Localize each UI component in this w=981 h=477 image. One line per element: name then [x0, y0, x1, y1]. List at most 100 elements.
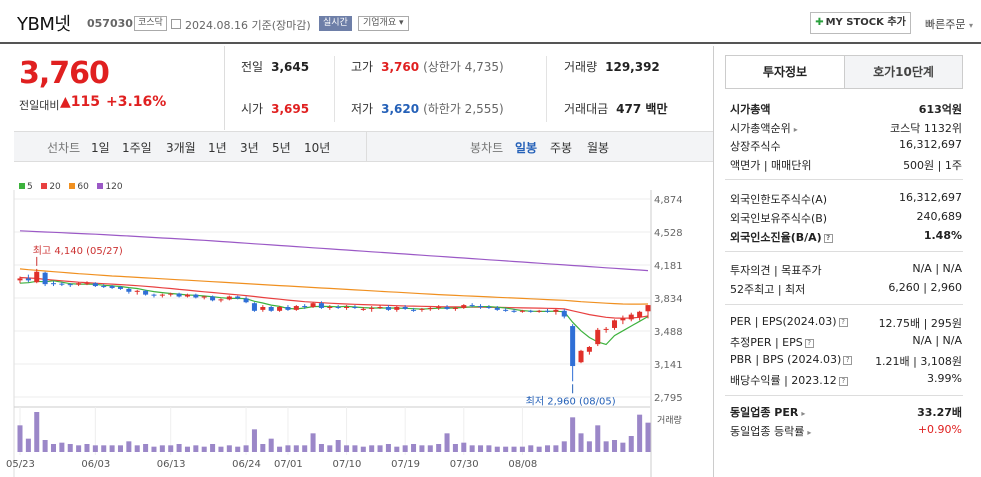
- candle-monthly[interactable]: 월봉: [587, 141, 610, 155]
- candle: [34, 271, 40, 283]
- period-3y[interactable]: 3년: [240, 141, 259, 155]
- volume-bar: [151, 446, 157, 452]
- volume-bar: [645, 422, 651, 452]
- info-row-cap-rank: 시가총액순위 ▸ 코스닥 1132위: [730, 122, 962, 135]
- period-1y[interactable]: 1년: [208, 141, 227, 155]
- candle: [419, 308, 425, 310]
- volume-bar: [17, 425, 23, 452]
- y-tick-label: 4,874: [654, 195, 683, 206]
- info-row-foreign-limit: 외국인한도주식수(A) 16,312,697: [730, 191, 962, 206]
- volume-bar: [586, 441, 592, 452]
- x-tick-label: 06/03: [81, 459, 110, 470]
- help-icon[interactable]: ?: [843, 355, 853, 365]
- volume-bar: [344, 445, 350, 452]
- volume-bar: [168, 445, 174, 452]
- price-chart[interactable]: 4,874 4,528 4,181 3,834 3,488 3,141 2,795 05/23…: [0, 190, 713, 477]
- candle: [59, 283, 65, 285]
- period-1d[interactable]: 1일: [91, 141, 110, 155]
- candle: [285, 307, 291, 310]
- candle: [92, 283, 98, 287]
- y-tick-label: 4,181: [654, 261, 683, 272]
- price-change-percent: +3.16%: [106, 94, 167, 110]
- help-icon[interactable]: ?: [823, 233, 833, 243]
- volume-bar: [486, 445, 492, 452]
- info-row-est-per: 추정PER | EPS? N/A | N/A: [730, 334, 962, 349]
- volume-bar: [545, 445, 551, 452]
- help-icon[interactable]: ?: [838, 376, 848, 386]
- volume-bar: [628, 436, 634, 452]
- info-row-foreign-ratio: 외국인소진율(B/A)? 1.48%: [730, 229, 962, 244]
- ma20-line: [19, 276, 649, 319]
- low-price: 저가 3,620 (하한가 2,555): [351, 102, 504, 116]
- candle-weekly[interactable]: 주봉: [550, 141, 573, 155]
- stock-name: YBM넷: [17, 14, 71, 35]
- x-tick-label: 07/19: [391, 459, 420, 470]
- divider: [366, 132, 367, 161]
- candle: [411, 309, 417, 311]
- candle: [117, 287, 123, 289]
- candle: [628, 314, 634, 320]
- volume-bar: [251, 429, 257, 452]
- quick-order-button[interactable]: 빠른주문 ▾: [925, 18, 973, 31]
- help-icon[interactable]: ?: [804, 338, 814, 348]
- candle: [235, 296, 241, 299]
- add-mystock-button[interactable]: ✚ MY STOCK 추가: [810, 12, 911, 34]
- chevron-down-icon: ▾: [968, 21, 973, 30]
- volume-bar: [285, 445, 291, 452]
- legend-ma120: 120: [97, 182, 123, 192]
- volume-bar: [293, 445, 299, 452]
- candle-chart-label: 봉차트: [470, 141, 504, 155]
- divider: [713, 46, 714, 477]
- candle: [302, 306, 308, 308]
- divider: [725, 251, 963, 252]
- tab-invest-info[interactable]: 투자정보: [726, 56, 844, 88]
- period-1w[interactable]: 1주일: [122, 141, 152, 155]
- ma120-line: [19, 230, 649, 272]
- volume-bar: [134, 445, 140, 452]
- volume-bar: [436, 444, 442, 452]
- x-tick-label: 06/13: [157, 459, 186, 470]
- candle: [159, 294, 165, 296]
- volume-bar: [34, 412, 40, 452]
- candle: [645, 305, 651, 312]
- period-10y[interactable]: 10년: [304, 141, 331, 155]
- volume-bar: [310, 433, 316, 452]
- calendar-icon: [171, 19, 181, 29]
- period-3m[interactable]: 3개월: [166, 141, 196, 155]
- price-stats: 전일 3,645 고가 3,760 (상한가 4,735) 거래량 129,392 시가…: [226, 46, 713, 130]
- volume-bar: [595, 425, 601, 452]
- candle: [327, 307, 333, 308]
- candle: [67, 284, 73, 286]
- candle-daily[interactable]: 일봉: [515, 141, 538, 155]
- volume-bar: [419, 445, 425, 452]
- info-row-52week: 52주최고 | 최저 6,260 | 2,960: [730, 281, 962, 296]
- realtime-button[interactable]: 실시간: [319, 16, 352, 31]
- volume-bar: [76, 445, 82, 452]
- volume-bar: [385, 444, 391, 452]
- candle: [151, 294, 157, 296]
- candle: [335, 307, 341, 308]
- volume-bar: [377, 445, 383, 452]
- candle: [402, 307, 408, 309]
- company-overview-dropdown[interactable]: 기업개요 ▾: [358, 16, 409, 31]
- help-icon[interactable]: ?: [838, 317, 848, 327]
- volume-bar: [50, 444, 57, 452]
- period-5y[interactable]: 5년: [272, 141, 291, 155]
- candle: [511, 310, 517, 312]
- tab-orderbook[interactable]: 호가10단계: [844, 56, 962, 88]
- volume-bar: [260, 444, 266, 452]
- volume-bar: [461, 442, 467, 452]
- volume-axis-label: 거래량: [657, 414, 682, 426]
- candle: [310, 303, 316, 307]
- candle: [452, 307, 458, 309]
- candle: [369, 307, 375, 309]
- candle: [344, 307, 350, 308]
- candle: [193, 294, 199, 298]
- candle: [352, 307, 358, 308]
- candle: [318, 303, 324, 308]
- legend-ma20: 20: [41, 182, 61, 192]
- candle: [553, 309, 559, 312]
- info-tabs: 투자정보 호가10단계: [725, 55, 963, 89]
- volume-bar: [277, 446, 283, 452]
- volume-bar: [528, 445, 534, 452]
